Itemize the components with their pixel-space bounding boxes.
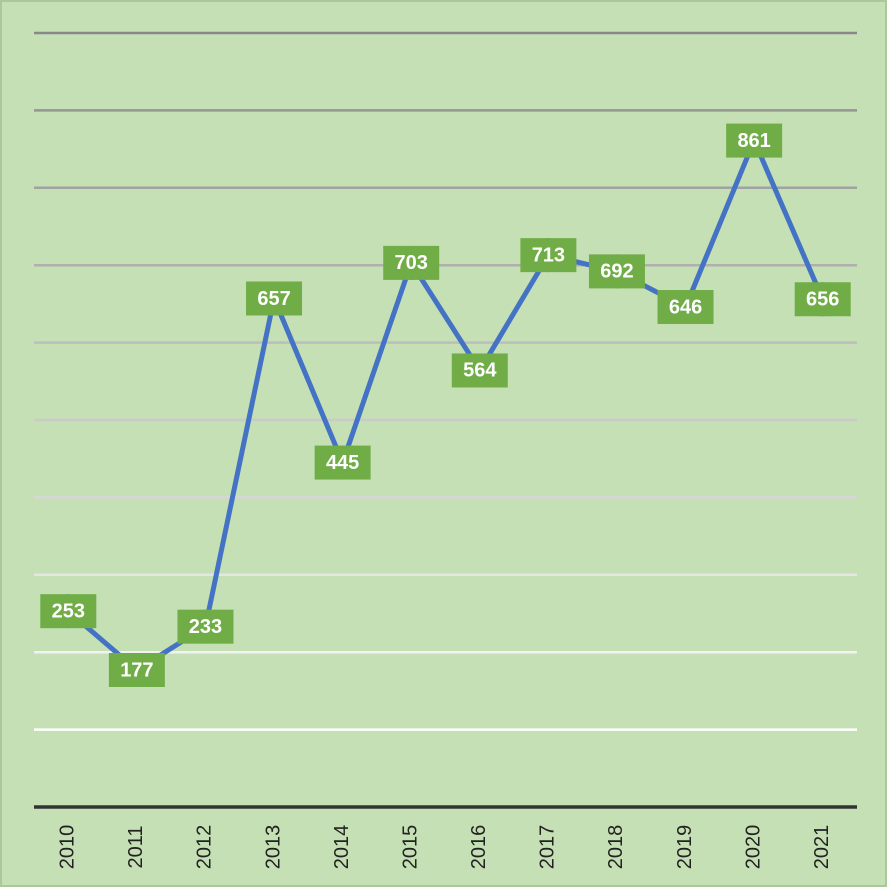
x-tick-label: 2019 xyxy=(674,825,696,870)
data-label-box xyxy=(40,594,97,629)
data-label: 703 xyxy=(395,252,428,274)
data-label: 233 xyxy=(189,616,222,638)
x-tick-label: 2012 xyxy=(194,825,216,870)
x-tick-label: 2010 xyxy=(57,825,79,870)
data-label: 253 xyxy=(52,600,85,622)
data-label: 445 xyxy=(326,452,359,474)
data-label: 713 xyxy=(532,244,565,266)
data-label-box xyxy=(451,353,508,388)
x-tick-label: 2013 xyxy=(262,825,284,870)
x-tick-label: 2014 xyxy=(331,825,353,870)
data-label-box xyxy=(177,609,234,644)
data-label: 692 xyxy=(600,261,633,283)
data-label: 646 xyxy=(669,296,702,318)
x-tick-label: 2015 xyxy=(399,825,421,870)
x-tick-label: 2016 xyxy=(468,825,490,870)
data-label-box xyxy=(108,653,165,688)
data-label-box xyxy=(657,289,714,324)
data-label-box xyxy=(383,245,440,280)
data-label-box xyxy=(246,281,303,316)
data-label: 564 xyxy=(463,360,497,382)
x-tick-label: 2011 xyxy=(125,825,147,868)
x-tick-label: 2020 xyxy=(742,825,764,870)
data-label-box xyxy=(520,238,577,273)
data-label-box xyxy=(588,254,645,289)
x-tick-label: 2018 xyxy=(605,825,627,870)
x-tick-label: 2021 xyxy=(811,825,833,870)
data-label: 861 xyxy=(737,130,770,152)
data-label-box xyxy=(314,445,371,480)
data-label: 177 xyxy=(120,659,153,681)
data-label: 656 xyxy=(806,289,839,311)
data-label-box xyxy=(726,123,783,158)
data-label-box xyxy=(794,282,851,317)
data-label: 657 xyxy=(257,288,290,310)
x-tick-label: 2017 xyxy=(537,825,559,870)
